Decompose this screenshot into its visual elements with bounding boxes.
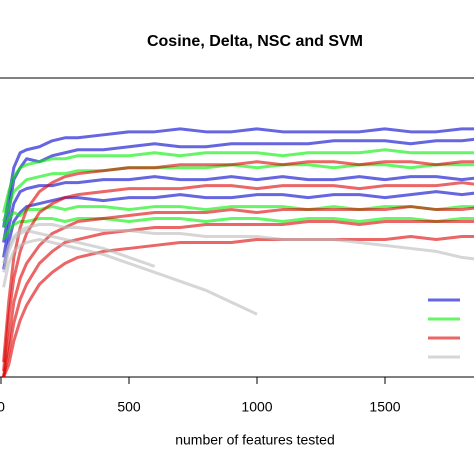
series-line [2,160,474,363]
series-line [2,137,474,243]
series-line [2,190,474,270]
series-line [2,175,474,258]
chart-title: Cosine, Delta, NSC and SVM [147,33,363,50]
series-line [2,237,258,316]
x-tick-label: 1500 [369,399,400,415]
series-line [2,127,474,228]
series-line [2,163,474,223]
x-tick-label: 0 [0,399,5,415]
x-tick-label: 1000 [241,399,272,415]
series-line [2,205,474,377]
series-line [2,181,474,372]
series-line [2,220,474,377]
x-axis-label: number of features tested [175,432,335,448]
series-line [2,217,474,241]
series-line [2,148,474,213]
series-line [2,223,474,264]
series-line [2,228,156,273]
series-line [2,234,474,377]
plot-area [2,127,474,377]
x-tick-label: 500 [117,399,141,415]
